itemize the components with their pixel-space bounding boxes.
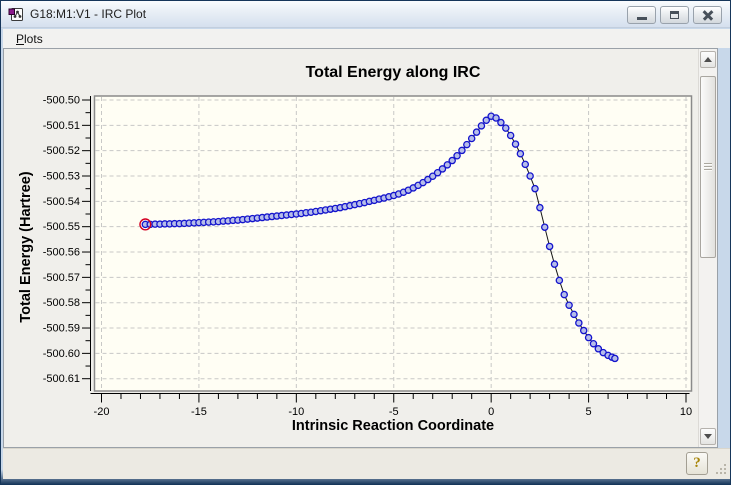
data-point-marker [540,223,549,231]
irc-chart[interactable]: -500.50 -500.51 -500.52 -500.53 -500.54 -500.… [4,49,698,447]
data-point-marker [448,156,456,165]
statusbar: ? [3,448,730,479]
svg-text:-500.56: -500.56 [43,247,80,259]
gridlines [95,97,691,390]
y-axis [82,96,91,391]
data-point-marker [589,339,598,348]
data-point-marker [433,168,442,177]
gaussview-molecule-icon [8,8,23,21]
data-point-marker [550,260,559,268]
svg-text:-500.60: -500.60 [43,348,80,360]
data-point-marker [506,131,515,140]
data-point-marker [463,140,471,149]
svg-text:-10: -10 [288,406,304,418]
svg-text:-500.54: -500.54 [43,196,80,208]
vertical-scrollbar[interactable] [698,49,717,447]
close-icon [702,9,714,21]
svg-text:5: 5 [586,406,592,418]
restore-button[interactable] [660,6,689,24]
data-point-marker [521,160,530,169]
scroll-down-icon [704,434,712,439]
help-button[interactable]: ? [686,452,708,475]
data-point-marker [443,161,452,169]
titlebar[interactable]: G18:M1:V1 - IRC Plot [1,1,730,28]
svg-text:-5: -5 [389,406,399,418]
data-series [139,112,619,363]
scrollbar-grip-icon [704,162,712,172]
data-point-marker [565,301,573,309]
close-button[interactable] [693,6,722,24]
svg-text:-20: -20 [94,406,110,418]
data-point-marker [492,114,500,122]
data-point-marker [579,326,588,335]
data-point-marker [438,165,447,173]
data-point-marker [497,118,505,127]
scroll-down-button[interactable] [700,428,716,445]
x-axis-title: Intrinsic Reaction Coordinate [292,418,494,434]
data-point-marker [428,172,437,181]
data-point-marker [516,149,525,158]
svg-text:-500.57: -500.57 [43,272,80,284]
data-point-marker [526,172,534,180]
menu-item-plots[interactable]: Plots [16,31,43,46]
chart-canvas[interactable]: -500.50 -500.51 -500.52 -500.53 -500.54 -500.… [4,49,698,447]
data-point-marker [560,290,568,299]
svg-text:-15: -15 [191,406,207,418]
data-point-marker [458,146,466,155]
plot-frame [93,95,693,392]
data-point-marker [511,140,520,148]
help-icon: ? [693,455,701,471]
menubar: Plots [3,29,730,48]
scrollbar-thumb[interactable] [700,76,716,258]
svg-text:-500.55: -500.55 [43,221,80,233]
scroll-up-button[interactable] [700,51,716,68]
data-point-marker [584,333,593,342]
data-point-marker [594,345,603,353]
svg-text:-500.53: -500.53 [43,171,80,183]
minimize-icon [636,16,647,20]
data-point-marker [555,276,564,285]
svg-text:0: 0 [488,406,494,418]
data-point-marker [536,203,544,212]
y-tick-labels: -500.50 -500.51 -500.52 -500.53 -500.54 -500.… [43,95,80,386]
data-point-marker [570,310,578,319]
svg-text:-500.59: -500.59 [43,323,80,335]
data-point-marker [477,122,486,130]
chart-title: Total Energy along IRC [306,64,481,81]
data-point-marker [545,242,554,251]
data-point-marker [482,116,491,125]
data-point-marker [472,128,481,136]
svg-text:-500.52: -500.52 [43,145,80,157]
restore-icon [670,11,679,19]
plot-view: -500.50 -500.51 -500.52 -500.53 -500.54 -500.… [3,48,718,448]
svg-text:10: 10 [680,406,692,418]
data-point-marker [502,124,510,132]
plot-background [94,96,692,391]
data-point-marker [531,184,539,193]
window-title: G18:M1:V1 - IRC Plot [30,7,147,21]
data-point-marker [611,354,619,363]
data-point-marker [453,151,461,160]
data-point-marker [575,319,583,327]
x-axis [90,393,690,403]
data-point-marker [467,134,476,143]
svg-text:-500.50: -500.50 [43,95,80,107]
svg-text:-500.58: -500.58 [43,297,80,309]
svg-text:-500.61: -500.61 [43,373,80,385]
minimize-button[interactable] [627,6,656,24]
scroll-up-icon [704,57,712,62]
svg-text:-500.51: -500.51 [43,120,80,132]
resize-grip-icon[interactable] [714,462,727,475]
x-tick-labels: -20 -15 -10 -5 0 5 10 [94,406,693,418]
selected-point-ring [139,218,152,231]
y-axis-title: Total Energy (Hartree) [18,171,34,322]
